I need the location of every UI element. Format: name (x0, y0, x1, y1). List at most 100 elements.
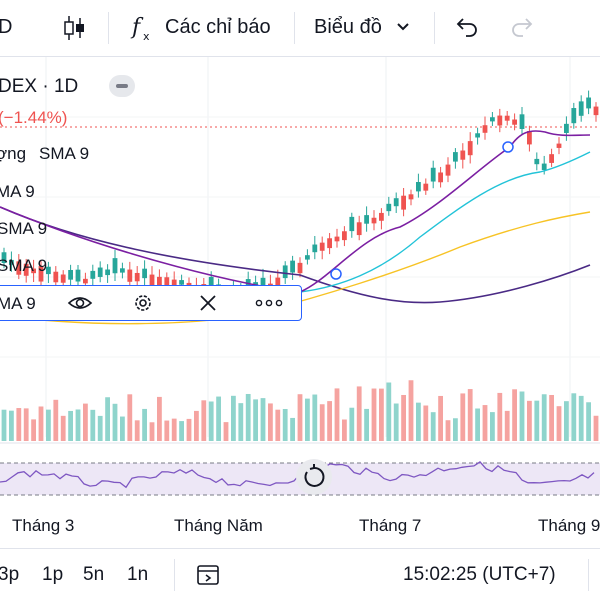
legend-action-popup[interactable]: MA 9 (0, 285, 302, 321)
volume-bar (556, 406, 562, 441)
volume-bar (490, 412, 495, 441)
candle-body (527, 131, 532, 145)
volume-bar (97, 415, 103, 441)
candle-body (31, 268, 36, 274)
ma-handle (502, 141, 514, 153)
symbol-interval[interactable]: DEX · 1D (0, 76, 79, 97)
ma-line-yellow (0, 211, 591, 325)
candle-body (453, 152, 458, 162)
x-axis-label: Tháng Năm (174, 516, 263, 535)
candle-body (401, 195, 406, 210)
candle-body (556, 143, 562, 148)
indicators-button[interactable]: Các chỉ báo (165, 16, 271, 38)
timeframe-1n[interactable]: 1n (127, 564, 149, 585)
volume-bar (268, 403, 273, 441)
timeframe-1p[interactable]: 1p (42, 564, 64, 585)
volume-bar (586, 402, 591, 441)
volume-bar (571, 393, 577, 441)
volume-bar (90, 409, 96, 441)
candle-body (142, 268, 147, 279)
volume-bar (497, 392, 503, 441)
volume-bar (194, 410, 199, 441)
x-axis-label: Tháng 7 (359, 516, 422, 535)
toolbar-separator (588, 559, 589, 591)
candle-body (438, 172, 443, 183)
candle-body (549, 154, 554, 163)
volume-bar (319, 404, 325, 441)
candle-body (593, 106, 599, 116)
candle-body (23, 263, 29, 276)
candle-body (423, 183, 429, 191)
candle-body (297, 262, 303, 274)
chevron-down-icon[interactable] (396, 22, 410, 32)
candle-body (305, 255, 310, 260)
candle-body (342, 231, 347, 241)
candle-body (327, 238, 332, 249)
volume-bar (342, 419, 347, 441)
calendar-goto-icon[interactable] (196, 563, 222, 587)
volume-bar (430, 412, 436, 441)
volume-bar (68, 410, 73, 441)
candle-body (9, 259, 14, 265)
volume-bar (201, 400, 207, 441)
bottom-toolbar: 3p 1p 5n 1n 15:02:25 (UTC+7) (0, 548, 600, 601)
volume-bar (120, 416, 125, 441)
volume-bar (593, 415, 599, 441)
candle-body (179, 280, 184, 285)
candle-body (512, 119, 517, 125)
more-icon[interactable] (255, 298, 285, 308)
volume-bar (460, 393, 466, 441)
x-axis-label: Tháng 3 (12, 516, 75, 535)
candle-body (541, 163, 547, 170)
candle-body (467, 141, 473, 156)
timeframe-5n[interactable]: 5n (83, 564, 105, 585)
candle-body (393, 198, 399, 207)
reset-icon[interactable] (295, 458, 333, 496)
volume-bar (16, 408, 22, 441)
volume-legend-label[interactable]: ợng (0, 144, 27, 163)
candle-body (497, 115, 503, 126)
candle-body (371, 217, 377, 224)
svg-text:f: f (130, 15, 144, 40)
ma-line-cyan (299, 151, 591, 293)
timeframe-3p[interactable]: 3p (0, 564, 20, 585)
candlestick-icon[interactable] (62, 14, 86, 42)
redo-icon[interactable] (510, 16, 534, 38)
selected-legend-label[interactable]: MA 9 (0, 294, 36, 313)
volume-sma-label[interactable]: SMA 9 (39, 144, 90, 163)
ma-line-purple (0, 130, 591, 293)
undo-icon[interactable] (455, 16, 479, 38)
ma-legend-2[interactable]: SMA 9 (0, 219, 48, 238)
ma-legend-3[interactable]: SMA 9 (0, 256, 48, 275)
eye-icon[interactable] (67, 294, 93, 312)
ma-legend-1[interactable]: MA 9 (0, 182, 35, 201)
volume-bar (23, 408, 29, 441)
volume-bar (423, 405, 429, 441)
candle-body (460, 150, 466, 160)
candle-body (586, 97, 591, 109)
volume-bar (208, 401, 214, 441)
volume-bar (482, 405, 488, 441)
volume-bar (379, 388, 384, 441)
close-icon[interactable] (198, 293, 218, 313)
candle-body (1, 252, 7, 263)
gear-icon[interactable] (132, 292, 154, 314)
volume-bar (564, 401, 569, 441)
candle-body (275, 277, 281, 291)
price-change: (−1.44%) (0, 108, 68, 127)
volume-bar (53, 399, 59, 441)
volume-bar (223, 422, 229, 441)
volume-bar (401, 394, 406, 441)
collapse-legend-icon[interactable] (108, 74, 136, 98)
symbol-partial[interactable]: D (0, 16, 13, 38)
volume-bar (157, 396, 162, 441)
chart-type-button[interactable]: Biểu đồ (314, 16, 382, 38)
volume-bar (416, 402, 421, 441)
candle-body (157, 276, 162, 290)
volume-bar (512, 389, 517, 441)
volume-bar (75, 409, 81, 441)
volume-bar (60, 415, 66, 441)
function-icon[interactable]: f x (130, 14, 156, 42)
candle-body (571, 108, 577, 124)
candle-body (38, 266, 44, 282)
